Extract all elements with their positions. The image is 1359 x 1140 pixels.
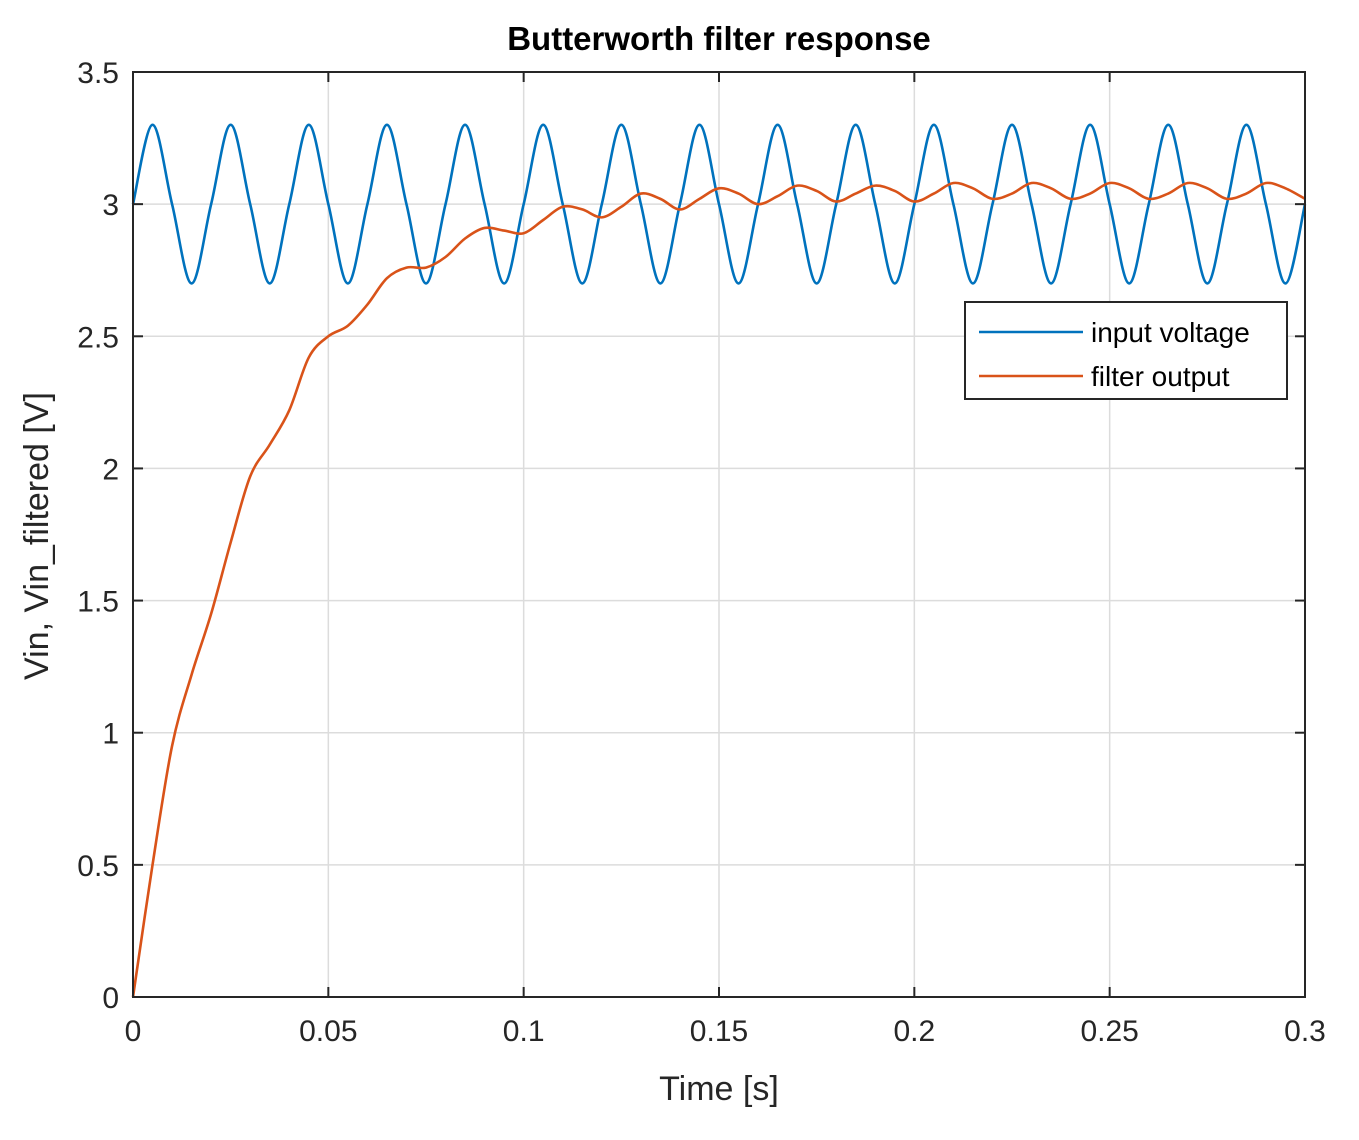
series-line-input-voltage [131, 123, 1307, 285]
y-axis-title: Vin, Vin_filtered [V] [18, 392, 56, 680]
x-axis-title: Time [s] [659, 1070, 779, 1108]
x-tick-label: 0 [125, 1015, 142, 1048]
x-tick-label: 0.3 [1284, 1015, 1326, 1048]
y-tick-label: 1 [102, 718, 119, 751]
x-tick-label: 0.15 [690, 1015, 748, 1048]
y-tick-label: 3.5 [77, 57, 119, 90]
x-tick-label: 0.25 [1080, 1015, 1138, 1048]
y-tick-label: 0 [102, 982, 119, 1015]
series-lines [131, 123, 1307, 998]
axes-ticks: 0 0.05 0.1 0.15 0.2 0.25 0.3 0 0.5 1 1.5 2 2.5 3 3.5 [77, 57, 1326, 1048]
chart-title: Butterworth filter response [507, 20, 931, 57]
legend-label: filter output [1091, 361, 1230, 392]
series-line-filter-output [131, 181, 1306, 998]
y-tick-label: 0.5 [77, 850, 119, 883]
x-tick-label: 0.05 [299, 1015, 357, 1048]
y-tick-label: 1.5 [77, 586, 119, 619]
legend-label: input voltage [1091, 317, 1250, 348]
x-tick-label: 0.2 [893, 1015, 935, 1048]
x-tick-label: 0.1 [503, 1015, 545, 1048]
y-tick-label: 2.5 [77, 321, 119, 354]
legend-box [964, 301, 1288, 400]
legend: input voltage filter output [964, 301, 1288, 400]
y-tick-label: 2 [102, 453, 119, 486]
y-tick-label: 3 [102, 189, 119, 222]
